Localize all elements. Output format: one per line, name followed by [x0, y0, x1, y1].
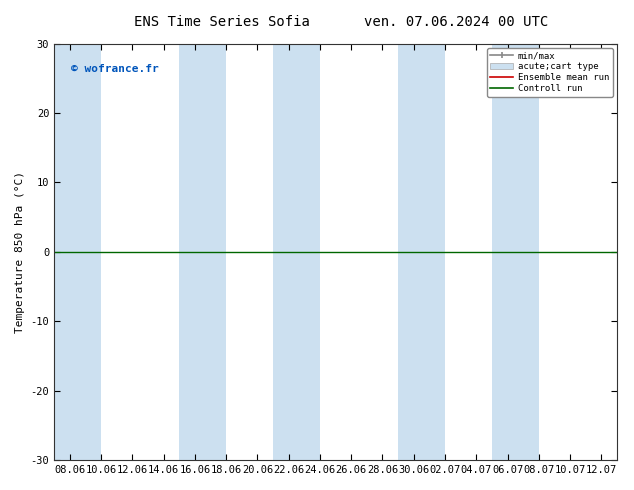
- Bar: [54, 44, 101, 460]
- Bar: [492, 44, 539, 460]
- Text: ENS Time Series Sofia: ENS Time Series Sofia: [134, 15, 310, 29]
- Text: ven. 07.06.2024 00 UTC: ven. 07.06.2024 00 UTC: [365, 15, 548, 29]
- Legend: min/max, acute;cart type, Ensemble mean run, Controll run: min/max, acute;cart type, Ensemble mean …: [487, 48, 612, 97]
- Bar: [273, 44, 320, 460]
- Text: © wofrance.fr: © wofrance.fr: [71, 64, 158, 74]
- Y-axis label: Temperature 850 hPa (°C): Temperature 850 hPa (°C): [15, 171, 25, 333]
- Bar: [398, 44, 445, 460]
- Bar: [179, 44, 226, 460]
